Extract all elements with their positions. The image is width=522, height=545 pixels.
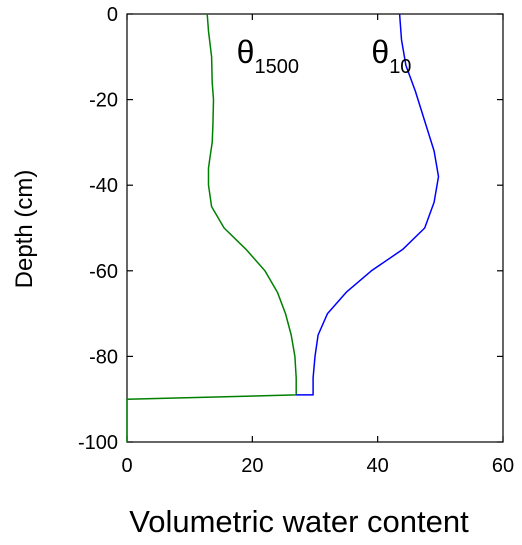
x-tick-label: 40 (367, 455, 389, 477)
plot-area (126, 13, 504, 443)
y-axis-title: Depth (cm) (11, 170, 38, 289)
series-line-theta-10 (296, 13, 440, 396)
x-axis-title: Volumetric water content (129, 504, 469, 539)
y-tick-label: -80 (89, 346, 118, 368)
annotation-base: θ (237, 34, 255, 70)
y-axis-tick-labels: 0 -20 -40 -60 -80 -100 (78, 4, 118, 454)
x-tick-label: 60 (492, 455, 514, 477)
y-axis-ticks (127, 13, 503, 443)
annotation-subscript: 10 (389, 56, 411, 78)
series-annotations: θ1500 θ10 (237, 34, 412, 78)
y-tick-label: -60 (89, 261, 118, 283)
y-tick-label: 0 (107, 4, 118, 26)
annotation-subscript: 1500 (254, 56, 299, 78)
x-axis-tick-labels: 0 20 40 60 (121, 455, 514, 477)
x-tick-label: 0 (121, 455, 132, 477)
y-tick-label: -20 (89, 90, 118, 112)
series-annotation-theta-1500: θ1500 (237, 34, 299, 78)
series-annotation-theta-10: θ10 (371, 34, 411, 78)
x-tick-label: 20 (241, 455, 263, 477)
y-tick-label: -100 (78, 432, 118, 454)
series-line-theta-1500 (126, 13, 297, 442)
y-tick-label: -40 (89, 175, 118, 197)
annotation-base: θ (371, 34, 389, 70)
axes-frame (126, 13, 504, 443)
series-layer (126, 13, 440, 442)
